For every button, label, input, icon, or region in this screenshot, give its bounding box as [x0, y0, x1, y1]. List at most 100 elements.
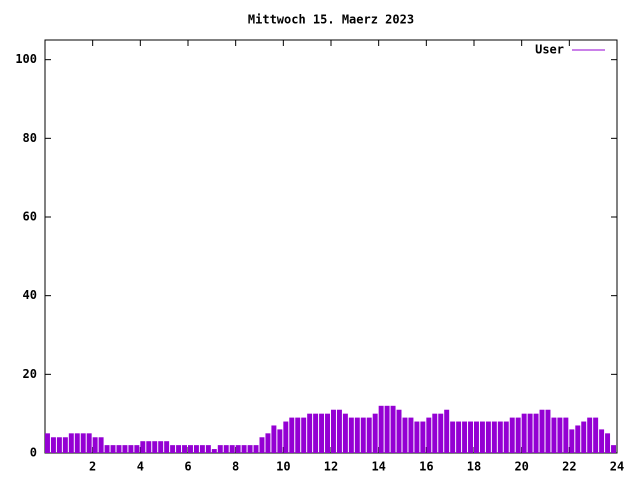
x-tick-label: 18	[467, 460, 481, 474]
x-tick-label: 20	[514, 460, 528, 474]
impulse	[116, 445, 122, 453]
y-tick-label: 40	[23, 288, 37, 302]
impulse	[295, 417, 301, 453]
impulse	[86, 433, 92, 453]
impulse	[50, 437, 56, 453]
impulse	[509, 417, 515, 453]
impulse	[56, 437, 62, 453]
impulse	[259, 437, 265, 453]
x-tick-label: 22	[562, 460, 576, 474]
impulse	[557, 417, 563, 453]
impulse	[283, 421, 289, 453]
impulse	[485, 421, 491, 453]
impulse	[217, 445, 223, 453]
impulse	[80, 433, 86, 453]
impulse	[408, 417, 414, 453]
impulse	[122, 445, 128, 453]
impulse	[193, 445, 199, 453]
impulse	[301, 417, 307, 453]
impulse	[199, 445, 205, 453]
impulse	[426, 417, 432, 453]
impulse	[128, 445, 134, 453]
impulse	[325, 413, 330, 453]
impulse	[551, 417, 557, 453]
impulse	[581, 421, 587, 453]
impulse	[414, 421, 420, 453]
impulse	[158, 441, 164, 453]
impulse	[474, 421, 479, 453]
impulse	[366, 417, 372, 453]
impulse	[247, 445, 253, 453]
impulse	[98, 437, 104, 453]
impulse	[420, 421, 426, 453]
impulse	[307, 413, 313, 453]
x-tick-label: 4	[137, 460, 144, 474]
impulse	[211, 449, 217, 453]
impulse	[462, 421, 468, 453]
impulse	[182, 445, 187, 453]
x-tick-label: 2	[89, 460, 96, 474]
impulse	[253, 445, 259, 453]
impulse	[74, 433, 80, 453]
impulse	[575, 425, 581, 453]
impulse	[277, 429, 283, 453]
chart-title: Mittwoch 15. Maerz 2023	[248, 13, 414, 27]
x-tick-label: 14	[371, 460, 385, 474]
impulse	[360, 417, 366, 453]
impulse	[384, 405, 390, 453]
y-tick-label: 100	[15, 52, 37, 66]
impulse	[593, 417, 599, 453]
x-tick-label: 6	[184, 460, 191, 474]
x-tick-label: 12	[324, 460, 338, 474]
impulse	[396, 409, 402, 453]
impulse	[241, 445, 247, 453]
impulse	[205, 445, 211, 453]
impulse	[170, 445, 176, 453]
impulse	[92, 437, 98, 453]
impulse	[104, 445, 110, 453]
legend-label: User	[535, 43, 564, 57]
impulse	[229, 445, 235, 453]
impulse	[164, 441, 170, 453]
impulse	[45, 433, 50, 453]
impulse	[468, 421, 473, 453]
impulse	[176, 445, 182, 453]
x-tick-label: 10	[276, 460, 290, 474]
impulse	[342, 413, 348, 453]
impulse	[515, 417, 521, 453]
impulse	[491, 421, 497, 453]
impulse	[62, 437, 68, 453]
impulse	[68, 433, 74, 453]
impulse	[152, 441, 158, 453]
impulse	[438, 413, 444, 453]
impulse	[146, 441, 152, 453]
x-tick-label: 8	[232, 460, 239, 474]
impulse	[450, 421, 456, 453]
impulse	[378, 405, 384, 453]
y-tick-label: 80	[23, 131, 37, 145]
impulse	[390, 405, 396, 453]
impulse	[432, 413, 438, 453]
impulse	[545, 409, 551, 453]
impulse	[313, 413, 319, 453]
impulse	[539, 409, 545, 453]
impulse	[348, 417, 354, 453]
impulse	[223, 445, 229, 453]
x-tick-label: 16	[419, 460, 433, 474]
impulse	[289, 417, 295, 453]
impulse	[271, 425, 277, 453]
y-tick-label: 20	[23, 367, 37, 381]
impulse	[605, 433, 611, 453]
impulse	[140, 441, 146, 453]
plot-border	[44, 39, 618, 454]
impulse	[235, 445, 241, 453]
impulse	[497, 421, 503, 453]
impulse	[372, 413, 378, 453]
y-tick-label: 60	[23, 210, 37, 224]
impulse	[527, 413, 533, 453]
impulse	[265, 433, 271, 453]
impulse	[533, 413, 539, 453]
impulse	[110, 445, 116, 453]
impulse	[599, 429, 605, 453]
